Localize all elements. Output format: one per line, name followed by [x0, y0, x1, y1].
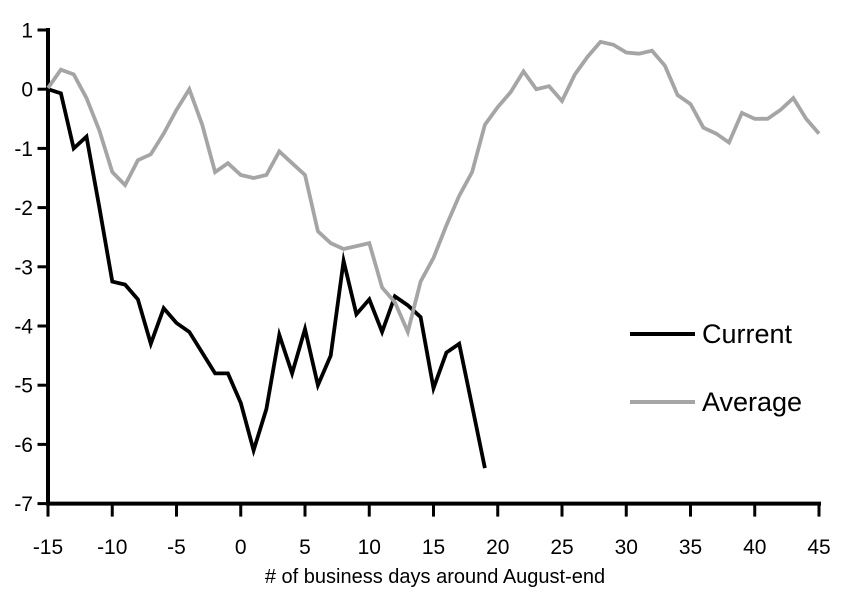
x-tick-label-4: 5 — [299, 536, 311, 559]
chart: 10-1-2-3-4-5-6-7-15-10-50510152025303540… — [0, 0, 852, 594]
x-tick-label-12: 45 — [807, 536, 830, 559]
y-tick-label-6: -5 — [14, 375, 33, 398]
x-tick-label-2: -5 — [167, 536, 186, 559]
series-line-current — [48, 89, 485, 468]
axes: 10-1-2-3-4-5-6-7-15-10-50510152025303540… — [14, 20, 830, 560]
x-tick-label-6: 15 — [422, 536, 445, 559]
y-tick-label-3: -2 — [14, 197, 33, 220]
y-tick-label-4: -3 — [14, 256, 33, 279]
series-line-average — [48, 42, 819, 332]
y-tick-label-7: -6 — [14, 434, 33, 457]
line-chart-canvas: 10-1-2-3-4-5-6-7-15-10-50510152025303540… — [0, 0, 852, 594]
legend: Current Average — [630, 319, 802, 417]
x-tick-label-10: 35 — [679, 536, 702, 559]
x-tick-label-3: 0 — [235, 536, 247, 559]
x-tick-label-11: 40 — [743, 536, 766, 559]
x-tick-label-8: 25 — [550, 536, 573, 559]
x-tick-label-1: -10 — [97, 536, 127, 559]
y-tick-label-1: 0 — [21, 79, 33, 102]
y-tick-label-5: -4 — [14, 316, 33, 339]
x-tick-label-9: 30 — [615, 536, 638, 559]
legend-label-average: Average — [702, 387, 802, 417]
x-tick-label-5: 10 — [358, 536, 381, 559]
y-tick-label-8: -7 — [14, 493, 33, 516]
x-tick-label-0: -15 — [33, 536, 63, 559]
y-tick-label-0: 1 — [21, 20, 33, 43]
x-axis-title: # of business days around August-end — [265, 566, 605, 588]
x-tick-label-7: 20 — [486, 536, 509, 559]
y-tick-label-2: -1 — [14, 138, 33, 161]
legend-label-current: Current — [702, 319, 793, 349]
